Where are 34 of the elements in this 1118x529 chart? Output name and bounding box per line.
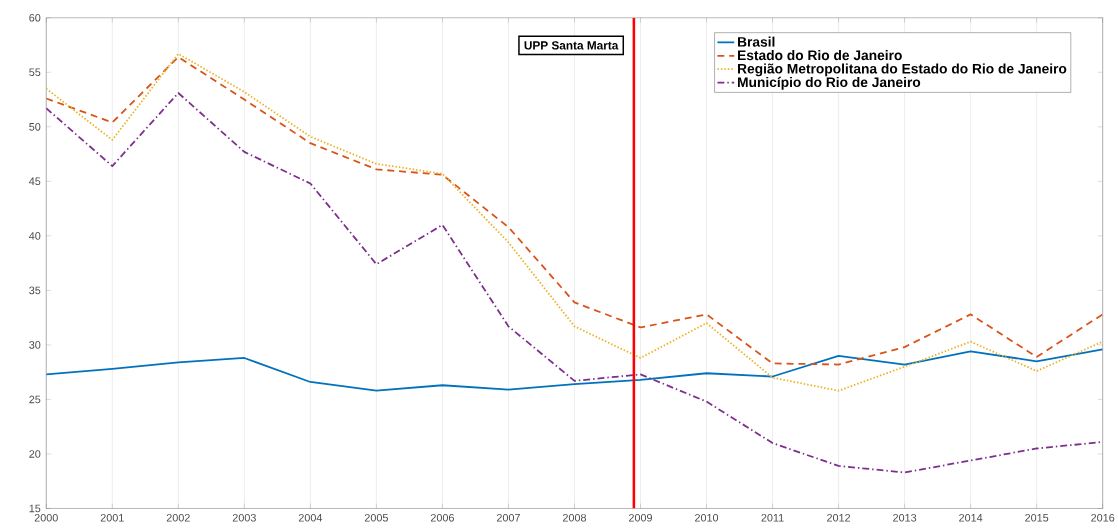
y-tick-label: 60 [29, 13, 41, 22]
x-tick-label: 2016 [1091, 513, 1115, 522]
x-tick-label: 2004 [298, 513, 323, 522]
x-tick-label: 2006 [430, 513, 454, 522]
x-tick-label: 2014 [959, 513, 983, 522]
x-tick-label: 2000 [34, 513, 58, 522]
y-tick-label: 50 [29, 122, 41, 131]
x-tick-label: 2007 [496, 513, 520, 522]
y-tick-label: 25 [29, 395, 41, 404]
x-tick-label: 2012 [827, 513, 851, 522]
y-tick-label: 40 [29, 231, 41, 240]
y-tick-label: 35 [29, 286, 41, 295]
ref-line-label: UPP Santa Marta [524, 41, 619, 50]
line-series [46, 92, 1103, 474]
x-tick-label: 2015 [1025, 513, 1049, 522]
y-tick-label: 15 [29, 504, 41, 513]
y-tick-label: 20 [29, 450, 41, 458]
x-tick-label: 2002 [166, 513, 190, 522]
x-tick-label: 2009 [629, 513, 653, 522]
legend-label: Município do Rio de Janeiro [738, 76, 921, 90]
x-tick-label: 2013 [893, 513, 917, 522]
legend-label: Estado do Rio de Janeiro [738, 49, 902, 61]
x-tick-label: 2001 [100, 513, 124, 522]
x-tick-label: 2003 [232, 513, 256, 522]
y-tick-label: 45 [29, 177, 41, 186]
line-series [46, 348, 1103, 392]
legend-label: Região Metropolitana do Estado do Rio de Janeiro [738, 63, 1067, 77]
x-tick-label: 2008 [562, 513, 587, 522]
legend-label: Brasil [738, 36, 775, 47]
y-tick-label: 30 [29, 340, 41, 349]
x-tick-label: 2005 [364, 513, 388, 522]
x-tick-label: 2011 [761, 513, 784, 522]
y-tick-label: 55 [29, 68, 41, 76]
x-tick-label: 2010 [695, 513, 719, 522]
